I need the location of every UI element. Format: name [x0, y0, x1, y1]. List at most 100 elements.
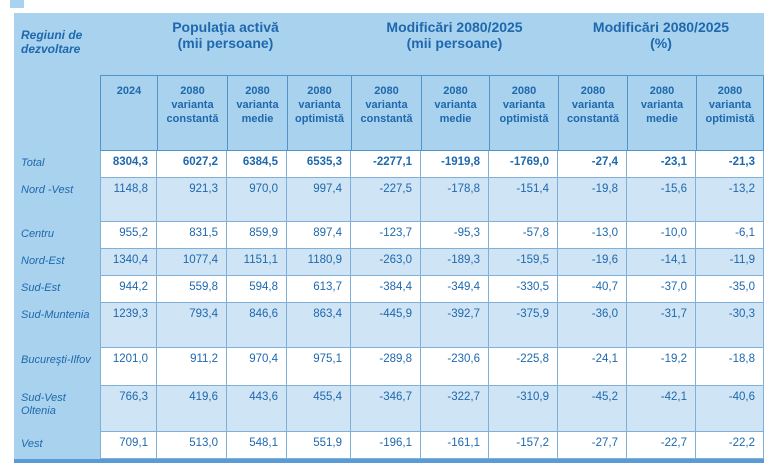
regions-table: Regiuni de dezvoltare Populaţia activă (…: [14, 13, 764, 463]
value-cell: 709,1: [100, 432, 157, 459]
value-cell: 766,3: [100, 386, 157, 432]
value-cell: -27,7: [558, 432, 627, 459]
value-cell: 594,8: [227, 276, 287, 303]
value-cell: 975,1: [287, 348, 351, 386]
value-cell: -13,0: [558, 222, 627, 249]
value-cell: -263,0: [351, 249, 421, 276]
region-cell: Nord -Vest: [14, 178, 100, 222]
value-cell: -10,0: [627, 222, 696, 249]
group-header-modificari-pct: Modificări 2080/2025 (%): [558, 13, 764, 75]
value-cell: -57,8: [489, 222, 558, 249]
value-cell: 613,7: [287, 276, 351, 303]
value-cell: -159,5: [489, 249, 558, 276]
value-cell: -349,4: [421, 276, 489, 303]
value-cell: -19,2: [627, 348, 696, 386]
value-cell: -392,7: [421, 303, 489, 348]
value-cell: -24,1: [558, 348, 627, 386]
value-cell: -6,1: [696, 222, 764, 249]
value-cell: -161,1: [421, 432, 489, 459]
value-cell: -227,5: [351, 178, 421, 222]
value-cell: -330,5: [489, 276, 558, 303]
subheader-mod-pct-constanta: 2080 varianta constantă: [558, 75, 627, 151]
subheader-2024: 2024: [100, 75, 157, 151]
value-cell: 859,9: [227, 222, 287, 249]
value-cell: 513,0: [157, 432, 227, 459]
region-cell: Sud-Vest Oltenia: [14, 386, 100, 432]
value-cell: 970,0: [227, 178, 287, 222]
region-cell: Sud-Muntenia: [14, 303, 100, 348]
group-header-populatia-activa: Populaţia activă (mii persoane): [100, 13, 351, 75]
value-cell: 944,2: [100, 276, 157, 303]
value-cell: 8304,3: [100, 151, 157, 178]
value-cell: -19,6: [558, 249, 627, 276]
value-cell: -40,6: [696, 386, 764, 432]
group-header-modificari-mii: Modificări 2080/2025 (mii persoane): [351, 13, 558, 75]
value-cell: -95,3: [421, 222, 489, 249]
subheader-pop-optimista: 2080 varianta optimistă: [287, 75, 351, 151]
value-cell: -22,2: [696, 432, 764, 459]
value-cell: -310,9: [489, 386, 558, 432]
value-cell: -322,7: [421, 386, 489, 432]
value-cell: -27,4: [558, 151, 627, 178]
value-cell: 970,4: [227, 348, 287, 386]
value-cell: 1340,4: [100, 249, 157, 276]
value-cell: -42,1: [627, 386, 696, 432]
value-cell: 419,6: [157, 386, 227, 432]
value-cell: 921,3: [157, 178, 227, 222]
value-cell: -2277,1: [351, 151, 421, 178]
value-cell: -1769,0: [489, 151, 558, 178]
value-cell: -21,3: [696, 151, 764, 178]
value-cell: -23,1: [627, 151, 696, 178]
value-cell: 548,1: [227, 432, 287, 459]
value-cell: 455,4: [287, 386, 351, 432]
corner-decoration: [10, 0, 24, 8]
region-cell: Vest: [14, 432, 100, 459]
value-cell: -35,0: [696, 276, 764, 303]
value-cell: 1180,9: [287, 249, 351, 276]
value-cell: 1239,3: [100, 303, 157, 348]
value-cell: -36,0: [558, 303, 627, 348]
value-cell: 6384,5: [227, 151, 287, 178]
value-cell: 897,4: [287, 222, 351, 249]
value-cell: -11,9: [696, 249, 764, 276]
region-cell: Sud-Est: [14, 276, 100, 303]
value-cell: -346,7: [351, 386, 421, 432]
value-cell: -196,1: [351, 432, 421, 459]
region-column-header: Regiuni de dezvoltare: [14, 13, 100, 151]
value-cell: -18,8: [696, 348, 764, 386]
value-cell: 863,4: [287, 303, 351, 348]
value-cell: -30,3: [696, 303, 764, 348]
value-cell: -230,6: [421, 348, 489, 386]
value-cell: 443,6: [227, 386, 287, 432]
value-cell: 6535,3: [287, 151, 351, 178]
value-cell: 6027,2: [157, 151, 227, 178]
value-cell: 846,6: [227, 303, 287, 348]
value-cell: 955,2: [100, 222, 157, 249]
value-cell: -178,8: [421, 178, 489, 222]
value-cell: -19,8: [558, 178, 627, 222]
subheader-mod-pct-optimista: 2080 varianta optimistă: [696, 75, 764, 151]
subheader-mod-mii-constanta: 2080 varianta constantă: [351, 75, 421, 151]
value-cell: -445,9: [351, 303, 421, 348]
value-cell: -375,9: [489, 303, 558, 348]
subheader-mod-mii-medie: 2080 varianta medie: [421, 75, 489, 151]
value-cell: -37,0: [627, 276, 696, 303]
value-cell: -289,8: [351, 348, 421, 386]
subheader-mod-mii-optimista: 2080 varianta optimistă: [489, 75, 558, 151]
value-cell: -157,2: [489, 432, 558, 459]
value-cell: -384,4: [351, 276, 421, 303]
value-cell: -15,6: [627, 178, 696, 222]
subheader-pop-medie: 2080 varianta medie: [227, 75, 287, 151]
value-cell: -22,7: [627, 432, 696, 459]
value-cell: 997,4: [287, 178, 351, 222]
value-cell: 911,2: [157, 348, 227, 386]
value-cell: -14,1: [627, 249, 696, 276]
value-cell: -123,7: [351, 222, 421, 249]
value-cell: 1151,1: [227, 249, 287, 276]
value-cell: 551,9: [287, 432, 351, 459]
value-cell: -1919,8: [421, 151, 489, 178]
value-cell: 793,4: [157, 303, 227, 348]
value-cell: -45,2: [558, 386, 627, 432]
region-cell: Centru: [14, 222, 100, 249]
subheader-mod-pct-medie: 2080 varianta medie: [627, 75, 696, 151]
